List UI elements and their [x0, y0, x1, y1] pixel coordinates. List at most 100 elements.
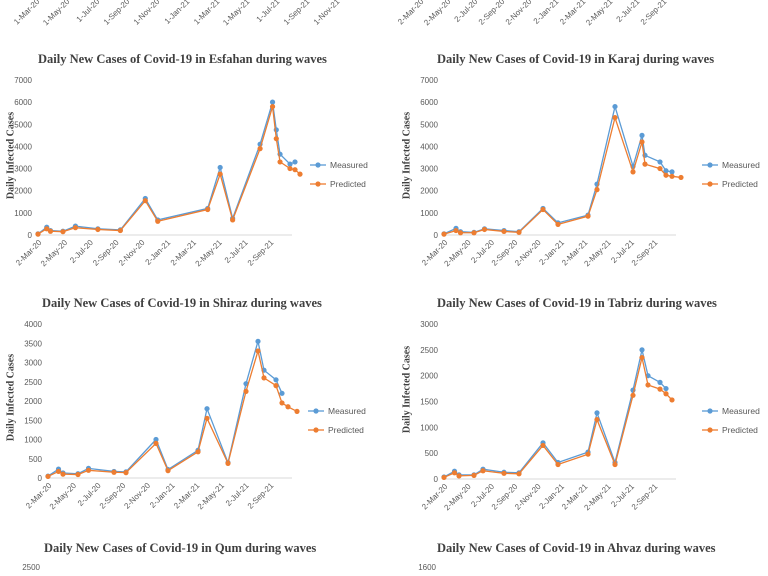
chart-ahvaz-cut: 1600: [418, 563, 436, 572]
ytick-label: 3000: [420, 320, 438, 329]
point-predicted: [243, 388, 249, 394]
point-predicted: [585, 451, 591, 457]
point-measured: [657, 159, 663, 165]
point-predicted: [55, 468, 62, 475]
point-predicted: [117, 227, 123, 234]
series-line-predicted: [443, 357, 673, 479]
point-predicted: [277, 159, 283, 165]
ytick-label: 3500: [24, 339, 42, 348]
ytick-label: 7000: [14, 76, 32, 85]
point-predicted: [471, 472, 477, 478]
point-predicted: [225, 460, 231, 466]
point-predicted: [273, 136, 279, 142]
chart-title-qum: Daily New Cases of Covid-19 in Qum durin…: [44, 541, 317, 555]
point-predicted: [165, 468, 171, 474]
point-predicted: [255, 348, 261, 354]
point-predicted: [642, 161, 648, 167]
point-predicted: [72, 225, 79, 231]
point-predicted: [297, 171, 303, 177]
point-measured: [269, 99, 276, 105]
point-measured: [594, 410, 600, 416]
ytick-label: 2500: [24, 378, 42, 387]
point-predicted: [669, 397, 675, 403]
point-predicted: [663, 172, 669, 178]
point-predicted: [457, 230, 464, 236]
xtick-label: 1-Mar-20: [12, 0, 42, 26]
ytick-label: 4000: [24, 320, 42, 329]
point-predicted: [555, 461, 561, 468]
legend-marker-predicted: [313, 427, 319, 433]
series-line-measured: [37, 101, 296, 235]
point-predicted: [261, 375, 267, 381]
xtick-label: 1-Nov-21: [312, 0, 342, 27]
point-predicted: [480, 468, 486, 474]
point-predicted: [153, 440, 159, 446]
ytick-label: 0: [38, 474, 43, 483]
xtick-label: 2-Mar-21: [558, 0, 588, 26]
xtick-label: 2-Nov-20: [504, 0, 534, 27]
point-predicted: [516, 229, 522, 235]
xtick-label: 2-Sep-20: [91, 238, 121, 268]
point-predicted: [257, 146, 263, 152]
point-predicted: [142, 198, 148, 204]
chart-title-karaj: Daily New Cases of Covid-19 in Karaj dur…: [437, 52, 715, 66]
ytick-label: 0: [434, 231, 439, 240]
xtick-label: 2-May-20: [48, 481, 79, 512]
xtick-label: 1-Sep-20: [102, 0, 132, 27]
point-predicted: [501, 470, 507, 476]
top-right-xaxis: 2-Mar-202-May-20 2-Jul-202-Sep-202-Nov-20…: [396, 0, 669, 27]
xtick-label: 2-Jan-21: [532, 0, 561, 26]
xtick-label: 2-May-21: [196, 481, 227, 512]
series-line-measured: [443, 349, 667, 478]
ytick-label: 2500: [420, 346, 438, 355]
ytick-label: 2000: [14, 187, 32, 196]
point-predicted: [273, 383, 279, 389]
point-predicted: [540, 442, 546, 449]
ytick-label: 500: [425, 449, 439, 458]
ytick-label: 2000: [420, 372, 438, 381]
ytick-label: 5000: [420, 120, 438, 129]
point-predicted: [630, 392, 636, 398]
xtick-label: 1-Jul-21: [255, 0, 282, 24]
point-measured: [153, 436, 159, 443]
point-measured: [255, 338, 261, 344]
point-predicted: [230, 217, 236, 223]
point-predicted: [612, 115, 618, 121]
ytick-label: 6000: [14, 98, 32, 107]
point-measured: [204, 406, 210, 412]
point-predicted: [669, 173, 675, 179]
point-measured: [657, 379, 663, 385]
point-measured: [663, 385, 669, 392]
ytick-label: 2500: [22, 563, 40, 572]
legend-label-measured: Measured: [328, 406, 366, 416]
point-predicted: [594, 416, 600, 423]
legend-label-measured: Measured: [330, 160, 368, 170]
ytick-label: 1000: [24, 436, 42, 445]
ytick-label: 5000: [14, 120, 32, 129]
point-predicted: [639, 139, 645, 145]
point-predicted: [441, 231, 447, 237]
point-measured: [612, 103, 618, 110]
point-measured: [287, 161, 293, 167]
ytick-label: 4000: [420, 142, 438, 151]
point-predicted: [657, 386, 663, 392]
legend-label-measured: Measured: [722, 406, 760, 416]
xtick-label: 2-May-20: [39, 238, 70, 269]
ytick-label: 3000: [14, 165, 32, 174]
point-predicted: [123, 470, 129, 476]
ytick-label: 7000: [420, 76, 438, 85]
ytick-label: 1000: [14, 209, 32, 218]
xtick-label: 2-Sep-21: [639, 0, 669, 27]
chart-title-ahvaz: Daily New Cases of Covid-19 in Ahvaz dur…: [437, 541, 716, 555]
chart-title-shiraz: Daily New Cases of Covid-19 in Shiraz du…: [42, 296, 322, 310]
point-predicted: [85, 467, 92, 473]
point-predicted: [453, 227, 459, 234]
point-predicted: [441, 474, 447, 481]
legend-label-measured: Measured: [722, 160, 760, 170]
xtick-label: 2-Nov-20: [513, 482, 543, 512]
point-predicted: [45, 473, 51, 480]
legend-marker-measured: [313, 408, 319, 414]
point-predicted: [501, 228, 507, 235]
ytick-label: 1000: [420, 209, 438, 218]
point-predicted: [292, 167, 298, 173]
